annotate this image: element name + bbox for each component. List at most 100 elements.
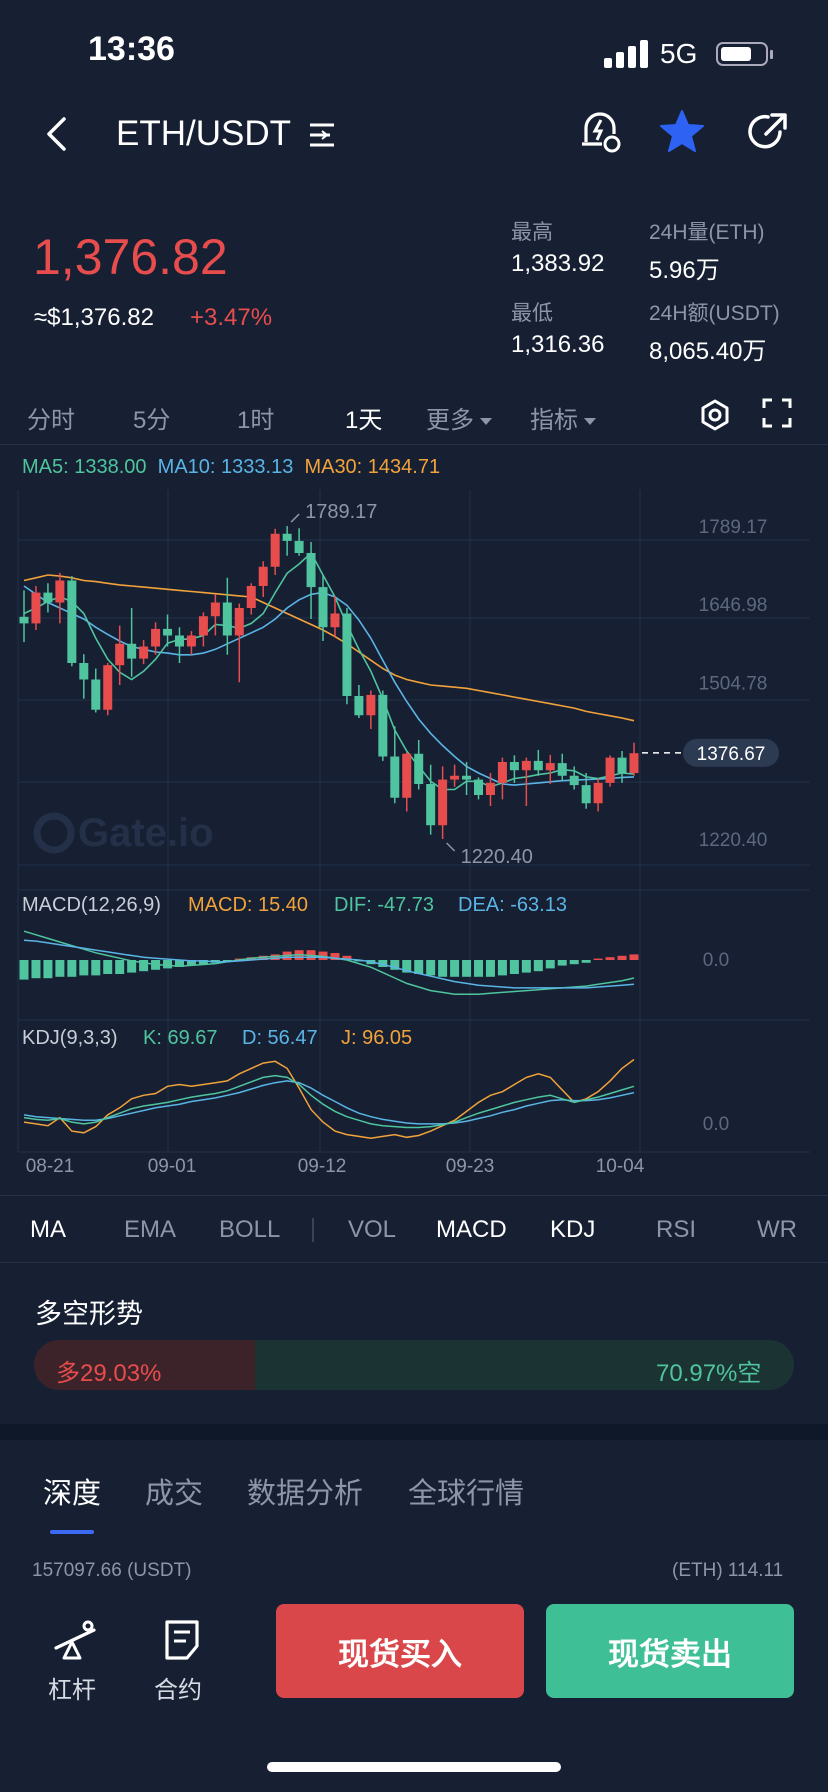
kdj-title: KDJ(9,3,3) — [22, 1027, 118, 1049]
macd-bar — [378, 960, 388, 967]
ma30-legend: MA30: 1434.71 — [304, 456, 441, 478]
tab-timeframe-more[interactable]: 更多 — [426, 400, 492, 435]
short-percent: 70.97%空 — [656, 1360, 762, 1387]
tab-indicator-rsi[interactable]: RSI — [656, 1216, 697, 1243]
tab-timeframe-5m[interactable]: 5分 — [133, 407, 171, 434]
macd-bar — [31, 960, 41, 979]
kline-chart[interactable]: Gate.io 1789.17 1646.98 1504.78 1220.40 1789… — [0, 480, 828, 1180]
last-price-value: 1376.67 — [697, 744, 766, 765]
candle — [426, 784, 436, 826]
divider — [0, 444, 828, 445]
min-price-label: 1220.40 — [461, 846, 533, 868]
candle — [462, 775, 472, 780]
macd-title: MACD(12,26,9) — [22, 894, 161, 916]
spot-sell-button[interactable]: 现货卖出 — [546, 1604, 794, 1698]
candle — [557, 763, 567, 776]
tab-trades[interactable]: 成交 — [145, 1478, 204, 1510]
section-separator — [0, 1424, 828, 1440]
menu-lines-icon[interactable] — [308, 122, 336, 148]
tab-indicator-ma[interactable]: MA — [30, 1216, 66, 1243]
ma5-legend: MA5: 1338.00 — [22, 456, 147, 478]
candle — [581, 785, 591, 804]
candle — [222, 602, 232, 636]
leverage-label[interactable]: 杠杆 — [48, 1677, 96, 1704]
candle — [234, 608, 244, 636]
macd-bar — [103, 960, 113, 974]
macd-bar — [91, 960, 101, 976]
ma10-line — [23, 585, 635, 786]
candle — [163, 628, 173, 636]
home-indicator — [267, 1762, 561, 1772]
candle — [127, 643, 137, 659]
macd-bar — [569, 960, 579, 965]
ma10-legend: MA10: 1333.13 — [157, 456, 294, 478]
back-arrow-icon[interactable] — [44, 116, 70, 152]
star-icon[interactable] — [658, 108, 706, 156]
macd-bar — [174, 960, 184, 967]
macd-bar — [545, 960, 555, 969]
divider — [0, 1195, 828, 1196]
macd-bar — [139, 960, 149, 972]
macd-bar — [198, 960, 208, 965]
tab-indicators[interactable]: 指标 — [530, 400, 596, 435]
last-price: 1,376.82 — [33, 229, 228, 285]
k-line — [23, 1074, 635, 1129]
tab-timeframe-1h[interactable]: 1时 — [237, 407, 275, 434]
candle — [366, 694, 376, 716]
tab-indicator-wr[interactable]: WR — [757, 1216, 797, 1243]
dif-value: DIF: -47.73 — [334, 894, 434, 916]
network-label: 5G — [660, 38, 698, 69]
tab-timeframe-1d[interactable]: 1天 — [345, 407, 383, 434]
amount-label: 24H额(USDT) — [649, 302, 780, 325]
candle — [246, 586, 256, 608]
indicator-separator — [312, 1218, 314, 1242]
candle — [258, 566, 268, 586]
candle — [330, 613, 340, 628]
macd-bar — [127, 960, 137, 973]
macd-bar — [115, 960, 125, 974]
macd-bar — [497, 960, 507, 976]
ma-legend: MA5: 1338.00 MA10: 1333.13 MA30: 1434.71 — [22, 456, 440, 479]
min-pointer — [446, 842, 456, 852]
candle — [19, 616, 29, 624]
macd-bar — [629, 954, 639, 960]
share-icon[interactable] — [744, 108, 792, 156]
tab-indicator-macd[interactable]: MACD — [436, 1216, 507, 1243]
candle — [139, 646, 149, 659]
macd-bar — [426, 960, 436, 976]
pair-title[interactable]: ETH/USDT — [116, 114, 291, 153]
tab-indicator-vol[interactable]: VOL — [348, 1216, 397, 1243]
macd-bar — [330, 953, 340, 960]
signal-icon — [604, 40, 648, 68]
spot-buy-button[interactable]: 现货买入 — [276, 1604, 524, 1698]
contract-icon[interactable] — [162, 1618, 202, 1662]
candle — [402, 753, 412, 798]
macd-bar — [605, 957, 615, 960]
macd-bar — [581, 960, 591, 963]
amount-value: 8,065.40万 — [649, 338, 767, 365]
price-alert-icon[interactable] — [576, 108, 624, 156]
macd-bar — [79, 960, 89, 976]
settings-icon[interactable] — [698, 398, 732, 432]
tab-depth[interactable]: 深度 — [43, 1478, 102, 1510]
tab-indicator-boll[interactable]: BOLL — [219, 1216, 281, 1243]
ma30-line — [23, 574, 635, 722]
macd-bar — [414, 960, 424, 974]
fullscreen-icon[interactable] — [762, 398, 792, 428]
svg-text:Gate.io: Gate.io — [78, 811, 214, 855]
leverage-icon[interactable] — [50, 1618, 100, 1662]
macd-bar — [557, 960, 567, 966]
d-line — [23, 1080, 635, 1125]
tab-data-analysis[interactable]: 数据分析 — [247, 1478, 364, 1510]
candle — [474, 779, 484, 795]
contract-label[interactable]: 合约 — [154, 1677, 202, 1704]
macd-bar — [617, 955, 627, 960]
tab-indicator-kdj[interactable]: KDJ — [550, 1216, 596, 1243]
candle — [521, 760, 531, 771]
macd-bar — [533, 960, 543, 972]
chevron-down-icon — [584, 418, 596, 426]
macd-bar — [186, 960, 196, 966]
tab-indicator-ema[interactable]: EMA — [124, 1216, 177, 1243]
tab-global-market[interactable]: 全球行情 — [408, 1478, 525, 1510]
tab-timeframe-line[interactable]: 分时 — [27, 407, 75, 434]
